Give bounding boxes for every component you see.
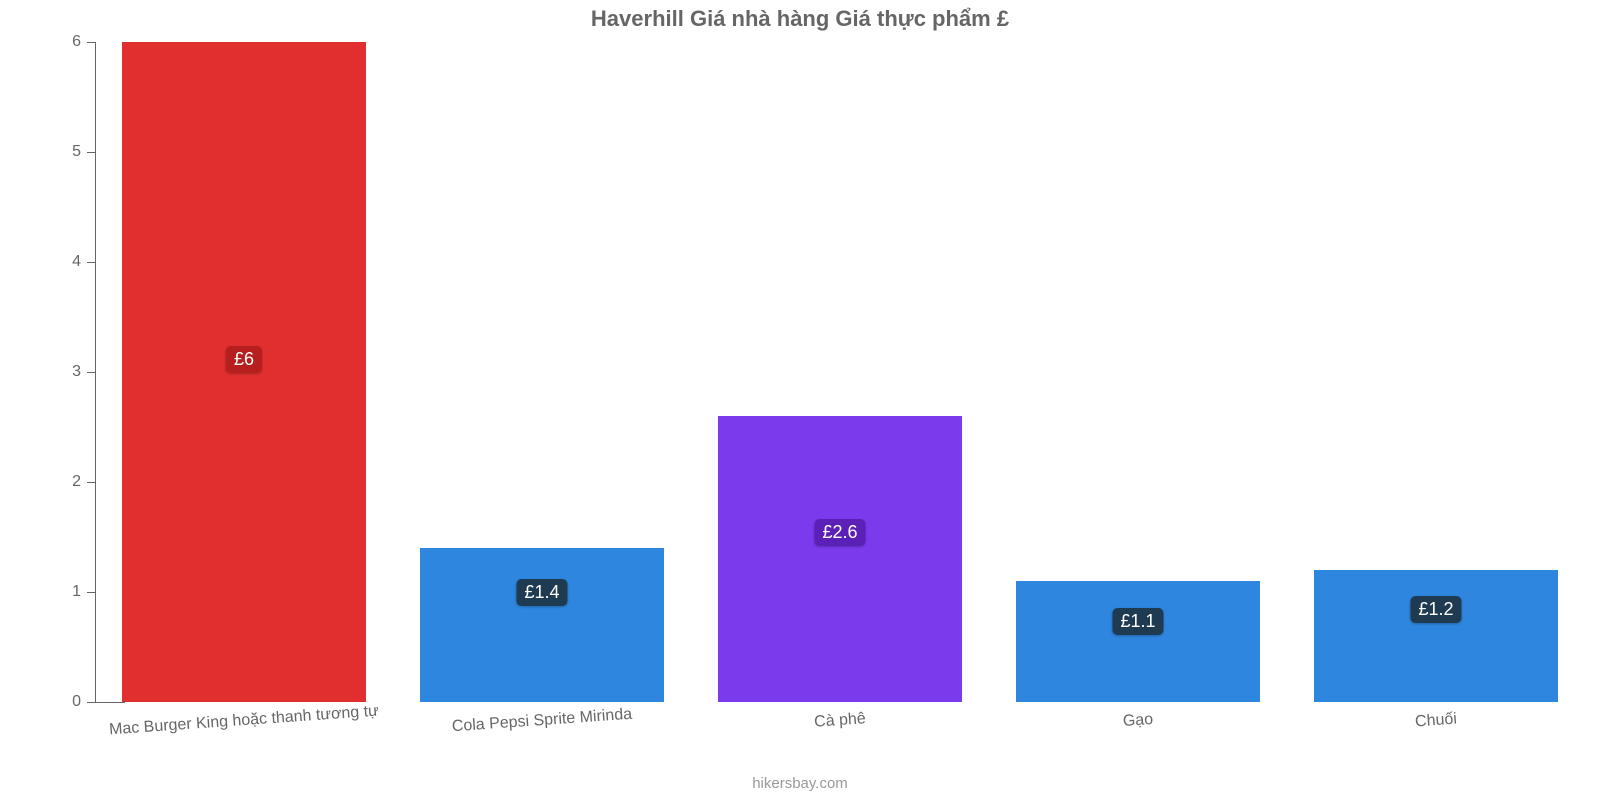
y-tick-label: 1 bbox=[0, 583, 81, 601]
value-badge: £6 bbox=[226, 346, 262, 373]
y-tick bbox=[87, 372, 95, 373]
value-badge: £1.4 bbox=[516, 579, 567, 606]
bar-slot: £1.4 bbox=[393, 42, 691, 702]
bar-slot: £2.6 bbox=[691, 42, 989, 702]
y-tick-label: 0 bbox=[0, 693, 81, 711]
bar-slot: £1.2 bbox=[1287, 42, 1585, 702]
y-tick-label: 2 bbox=[0, 473, 81, 491]
y-tick bbox=[87, 262, 95, 263]
value-badge: £1.1 bbox=[1112, 608, 1163, 635]
y-tick bbox=[87, 702, 95, 703]
category-label: Gạo bbox=[1122, 711, 1153, 731]
chart-container: Haverhill Giá nhà hàng Giá thực phẩm £ £… bbox=[0, 0, 1600, 800]
y-tick-label: 4 bbox=[0, 253, 81, 271]
watermark: hikersbay.com bbox=[0, 775, 1600, 792]
category-label: Cà phê bbox=[814, 710, 867, 732]
category-label: Mac Burger King hoặc thanh tương tự bbox=[109, 703, 380, 740]
value-badge: £2.6 bbox=[814, 519, 865, 546]
bar: £1.1 bbox=[1016, 581, 1260, 702]
category-label: Cola Pepsi Sprite Mirinda bbox=[451, 706, 632, 737]
y-tick-label: 5 bbox=[0, 143, 81, 161]
y-tick-label: 3 bbox=[0, 363, 81, 381]
y-tick-label: 6 bbox=[0, 33, 81, 51]
value-badge: £1.2 bbox=[1410, 596, 1461, 623]
y-tick bbox=[87, 592, 95, 593]
y-tick bbox=[87, 152, 95, 153]
category-label: Chuối bbox=[1415, 711, 1458, 732]
plot-area: £6 £1.4 £2.6 £1.1 £1.2 bbox=[95, 42, 1585, 702]
y-tick bbox=[87, 42, 95, 43]
bar: £1.2 bbox=[1314, 570, 1558, 702]
chart-title: Haverhill Giá nhà hàng Giá thực phẩm £ bbox=[0, 6, 1600, 32]
bar: £2.6 bbox=[718, 416, 962, 702]
bar: £1.4 bbox=[420, 548, 664, 702]
y-tick bbox=[87, 482, 95, 483]
bars-layer: £6 £1.4 £2.6 £1.1 £1.2 bbox=[95, 42, 1585, 702]
x-axis-zero-stub bbox=[95, 702, 125, 703]
bar: £6 bbox=[122, 42, 366, 702]
bar-slot: £6 bbox=[95, 42, 393, 702]
y-axis-line bbox=[95, 42, 96, 702]
bar-slot: £1.1 bbox=[989, 42, 1287, 702]
